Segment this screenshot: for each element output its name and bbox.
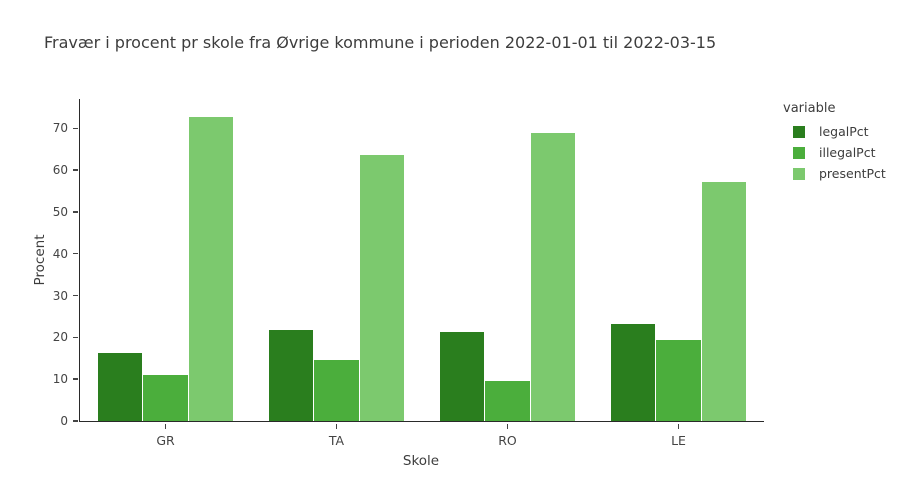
y-tick-mark: [72, 169, 78, 171]
bar-TA-legalPct[interactable]: [268, 330, 314, 421]
legend: variable legalPct illegalPct presentPct: [783, 101, 886, 184]
legend-label: illegalPct: [819, 145, 876, 160]
legend-swatch-legalPct: [793, 125, 805, 138]
y-tick-label: 70: [52, 121, 68, 136]
bar-RO-presentPct[interactable]: [530, 132, 576, 421]
x-tick-mark: [506, 424, 509, 429]
y-tick-label: 50: [52, 204, 68, 219]
legend-swatch-presentPct: [793, 167, 805, 180]
x-tick-label-LE: LE: [671, 433, 686, 448]
bar-GR-legalPct[interactable]: [97, 353, 143, 421]
legend-label: presentPct: [819, 166, 886, 181]
y-tick-label: 20: [52, 330, 68, 345]
bar-GR-illegalPct[interactable]: [143, 375, 188, 421]
bar-LE-illegalPct[interactable]: [656, 339, 701, 421]
legend-item-illegalPct[interactable]: illegalPct: [783, 142, 886, 163]
bar-LE-legalPct[interactable]: [610, 323, 656, 421]
y-tick-label: 60: [52, 163, 68, 178]
bar-LE-presentPct[interactable]: [701, 181, 747, 421]
x-tick-label-RO: RO: [498, 433, 517, 448]
legend-items: legalPct illegalPct presentPct: [783, 121, 886, 184]
y-tick-mark: [72, 211, 78, 213]
x-tick-label-TA: TA: [328, 433, 345, 448]
y-tick-label: 0: [60, 414, 68, 428]
x-tick-mark: [164, 424, 167, 429]
y-tick-label: 10: [52, 372, 68, 387]
bar-RO-legalPct[interactable]: [439, 332, 485, 421]
x-axis-title: Skole: [402, 453, 440, 469]
legend-item-presentPct[interactable]: presentPct: [783, 163, 886, 184]
chart-title: Fravær i procent pr skole fra Øvrige kom…: [44, 33, 717, 52]
plot-area: 0 10 20 30 40 50 60 70 GR TA RO LE: [53, 99, 764, 448]
legend-item-legalPct[interactable]: legalPct: [783, 121, 886, 142]
x-tick-label-GR: GR: [156, 433, 175, 448]
y-tick-mark: [72, 252, 78, 255]
legend-label: legalPct: [819, 124, 869, 139]
y-tick-mark: [72, 294, 78, 297]
bar-GR-presentPct[interactable]: [188, 116, 234, 421]
y-tick-mark: [72, 336, 78, 339]
bar-RO-illegalPct[interactable]: [485, 380, 530, 421]
y-tick-mark: [72, 378, 78, 380]
legend-swatch-illegalPct: [793, 146, 805, 159]
y-tick-mark: [72, 420, 78, 422]
bar-TA-illegalPct[interactable]: [314, 360, 359, 421]
y-axis-title: Procent: [32, 234, 48, 286]
y-tick-label: 40: [52, 246, 68, 261]
legend-title: variable: [783, 101, 836, 116]
x-tick-mark: [335, 424, 338, 429]
y-tick-label: 30: [52, 288, 68, 303]
x-tick-mark: [677, 424, 680, 429]
bar-TA-presentPct[interactable]: [359, 155, 405, 421]
y-tick-mark: [72, 127, 78, 130]
